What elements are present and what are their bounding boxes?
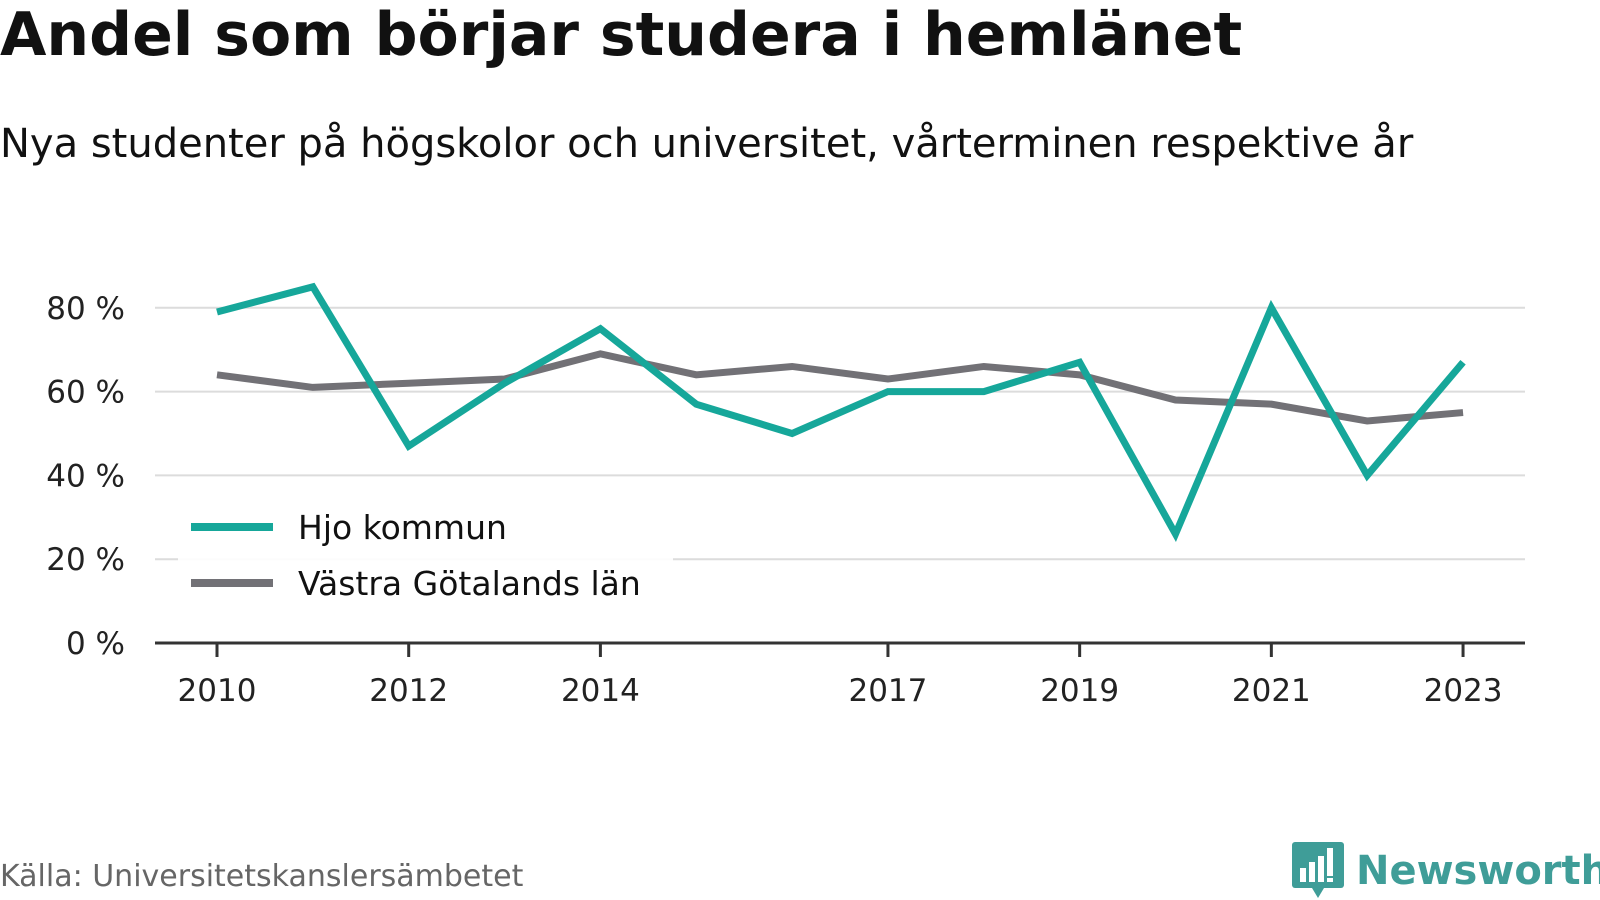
brand-logo: Newsworthy	[1292, 842, 1600, 900]
x-tick-label: 2012	[369, 673, 448, 709]
axes: 0 % 20 % 40 % 60 % 80 % 2010 2012 2014 2017 2019 2…	[46, 291, 1525, 709]
source-note: Källa: Universitetskanslersämbetet	[0, 859, 524, 894]
y-tick-label: 80 %	[46, 291, 125, 327]
legend-label: Hjo kommun	[298, 508, 507, 547]
legend: Hjo kommun Västra Götalands län	[178, 495, 673, 613]
bar-chart-speech-bubble-icon	[1292, 842, 1344, 898]
y-tick-label: 0 %	[66, 626, 125, 662]
legend-background	[178, 495, 673, 613]
x-tick-label: 2017	[848, 673, 927, 709]
legend-label: Västra Götalands län	[298, 564, 641, 603]
x-tick-label: 2023	[1424, 673, 1503, 709]
series-lines	[216, 282, 1466, 543]
chart-title: Andel som börjar studera i hemlänet	[0, 0, 1243, 70]
x-tick-label: 2019	[1040, 673, 1119, 709]
x-tick-label: 2010	[178, 673, 257, 709]
y-tick-label: 60 %	[46, 375, 125, 411]
series-line-1	[216, 350, 1464, 425]
brand-name: Newsworthy	[1356, 848, 1600, 894]
x-tick-label: 2021	[1232, 673, 1311, 709]
y-tick-label: 40 %	[46, 458, 125, 494]
x-tick-label: 2014	[561, 673, 640, 709]
series-line-0	[216, 282, 1466, 543]
y-tick-label: 20 %	[46, 542, 125, 578]
chart-subtitle: Nya studenter på högskolor och universit…	[0, 121, 1414, 167]
